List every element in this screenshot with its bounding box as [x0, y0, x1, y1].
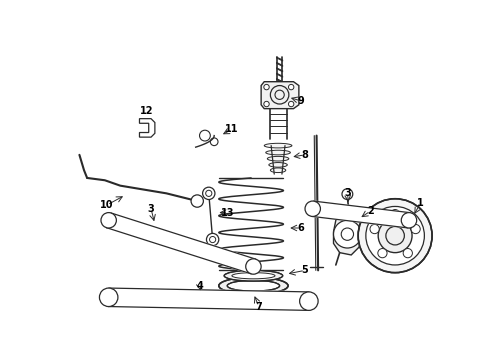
Circle shape — [203, 187, 215, 199]
Ellipse shape — [270, 168, 286, 172]
Polygon shape — [106, 213, 256, 274]
Circle shape — [289, 84, 294, 90]
Text: 5: 5 — [302, 265, 308, 275]
Text: 9: 9 — [298, 96, 305, 106]
Circle shape — [334, 220, 361, 248]
Polygon shape — [334, 211, 365, 255]
Circle shape — [246, 259, 261, 274]
Circle shape — [401, 213, 416, 228]
Ellipse shape — [268, 156, 289, 161]
Text: 12: 12 — [141, 106, 154, 116]
Circle shape — [305, 201, 320, 216]
Circle shape — [199, 130, 210, 141]
Ellipse shape — [227, 280, 280, 291]
Circle shape — [264, 101, 269, 107]
Ellipse shape — [232, 273, 275, 279]
Text: 6: 6 — [298, 223, 305, 233]
Text: 1: 1 — [417, 198, 424, 208]
Text: 3: 3 — [344, 188, 351, 198]
Text: 8: 8 — [301, 150, 309, 160]
Text: 7: 7 — [255, 302, 262, 311]
Ellipse shape — [219, 277, 288, 294]
Circle shape — [191, 195, 203, 207]
Text: 10: 10 — [100, 200, 114, 210]
Circle shape — [270, 86, 289, 104]
Ellipse shape — [269, 163, 287, 167]
Circle shape — [391, 210, 400, 219]
Circle shape — [289, 101, 294, 107]
Polygon shape — [108, 288, 309, 310]
Polygon shape — [261, 82, 299, 109]
Circle shape — [411, 224, 420, 234]
Circle shape — [370, 224, 379, 234]
Ellipse shape — [264, 143, 292, 148]
Text: 11: 11 — [225, 125, 239, 134]
Circle shape — [300, 292, 318, 310]
Polygon shape — [312, 201, 410, 228]
Circle shape — [206, 233, 219, 246]
Circle shape — [101, 213, 117, 228]
Text: 4: 4 — [196, 281, 203, 291]
Text: 13: 13 — [221, 208, 235, 217]
Text: 2: 2 — [367, 206, 374, 216]
Circle shape — [403, 248, 413, 258]
Circle shape — [264, 84, 269, 90]
Circle shape — [99, 288, 118, 306]
Circle shape — [366, 206, 424, 265]
Ellipse shape — [266, 150, 291, 155]
Circle shape — [358, 199, 432, 273]
Ellipse shape — [224, 270, 283, 281]
Circle shape — [342, 189, 353, 199]
Circle shape — [210, 138, 218, 145]
Text: 3: 3 — [147, 204, 154, 214]
Circle shape — [378, 248, 387, 258]
Circle shape — [378, 219, 412, 253]
